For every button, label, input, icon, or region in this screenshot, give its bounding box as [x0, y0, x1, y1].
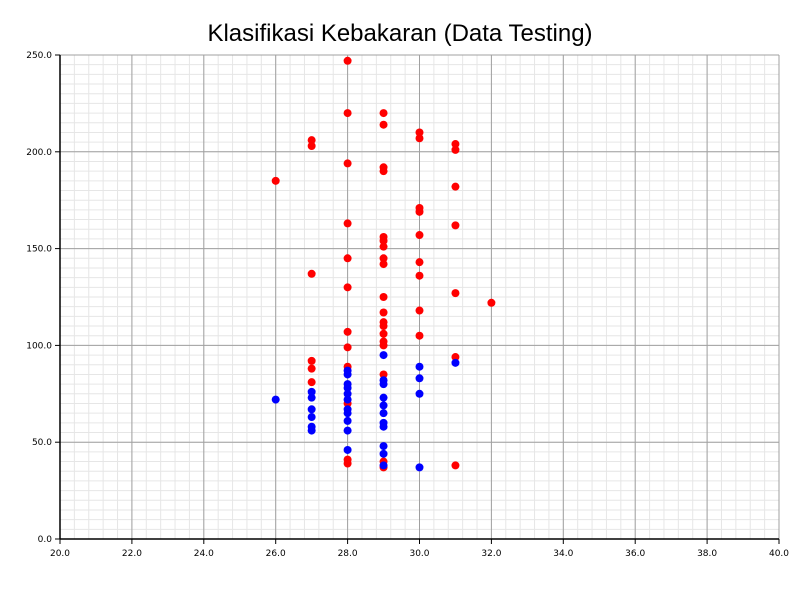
blue-data-point [343, 389, 352, 398]
red-data-point [379, 254, 388, 263]
blue-data-point [379, 449, 388, 458]
x-tick-label: 38.0 [697, 549, 717, 559]
red-data-point [307, 136, 316, 145]
red-data-point [415, 258, 424, 267]
red-data-point [487, 298, 496, 307]
y-tick-label: 200.0 [26, 148, 52, 158]
red-data-point [343, 459, 352, 468]
red-data-point [451, 140, 460, 149]
red-data-point [343, 327, 352, 336]
red-data-point [307, 141, 316, 150]
red-data-point [343, 343, 352, 352]
red-data-point [451, 461, 460, 470]
axes [55, 54, 780, 544]
x-tick-label: 22.0 [122, 549, 142, 559]
y-tick-label: 50.0 [32, 438, 52, 448]
red-data-point [379, 167, 388, 176]
x-tick-label: 34.0 [553, 549, 573, 559]
red-data-point [379, 109, 388, 118]
red-data-point [415, 331, 424, 340]
blue-data-point [343, 395, 352, 404]
blue-data-point [379, 442, 388, 451]
red-data-point [451, 182, 460, 191]
red-data-point [415, 271, 424, 280]
red-data-point [379, 308, 388, 317]
chart-title: Klasifikasi Kebakaran (Data Testing) [207, 20, 593, 47]
red-data-point [307, 378, 316, 387]
red-data-point [307, 269, 316, 278]
blue-data-point [307, 393, 316, 402]
red-data-point [343, 254, 352, 263]
blue-data-point [379, 409, 388, 418]
red-data-point [379, 236, 388, 245]
red-data-point [415, 306, 424, 315]
red-data-point [379, 120, 388, 129]
red-data-point [379, 370, 388, 379]
blue-data-point [343, 445, 352, 454]
blue-data-point [307, 405, 316, 414]
tick-labels: 20.0 22.0 24.0 26.0 28.0 30.0 32.0 34.0 36.0 38.0… [26, 51, 789, 559]
blue-data-point [379, 351, 388, 360]
blue-data-point [379, 380, 388, 389]
red-data-point [271, 176, 280, 185]
red-data-point [343, 159, 352, 168]
red-data-point [451, 221, 460, 230]
blue-data-point [415, 389, 424, 398]
blue-data-point [379, 393, 388, 402]
red-data-point [379, 260, 388, 269]
x-tick-label: 36.0 [625, 549, 645, 559]
x-tick-label: 30.0 [409, 549, 429, 559]
blue-data-point [343, 383, 352, 392]
blue-data-point [415, 362, 424, 371]
y-tick-label: 0.0 [38, 535, 53, 545]
blue-data-point [415, 463, 424, 472]
x-tick-label: 26.0 [266, 549, 286, 559]
x-tick-label: 20.0 [50, 549, 70, 559]
blue-data-point [343, 370, 352, 379]
red-data-point [307, 356, 316, 365]
red-data-point [415, 207, 424, 216]
red-data-point [343, 283, 352, 292]
blue-data-point [271, 395, 280, 404]
y-tick-label: 250.0 [26, 51, 52, 61]
blue-data-point [343, 416, 352, 425]
blue-data-point [307, 413, 316, 422]
red-data-point [379, 341, 388, 350]
blue-data-point [379, 401, 388, 410]
red-data-point [343, 219, 352, 228]
red-data-point [343, 109, 352, 118]
data-points [271, 56, 496, 472]
blue-data-point [379, 422, 388, 431]
x-tick-label: 28.0 [338, 549, 358, 559]
y-tick-label: 100.0 [26, 341, 52, 351]
blue-data-point [415, 374, 424, 383]
red-data-point [379, 242, 388, 251]
red-data-point [415, 134, 424, 143]
red-data-point [379, 322, 388, 331]
red-data-point [307, 364, 316, 373]
red-data-point [379, 329, 388, 338]
blue-data-point [343, 409, 352, 418]
x-tick-label: 40.0 [769, 549, 789, 559]
red-data-point [379, 293, 388, 301]
blue-data-point [307, 426, 316, 435]
red-data-point [415, 128, 424, 137]
red-data-point [451, 353, 460, 362]
y-tick-label: 150.0 [26, 245, 52, 255]
blue-data-point [451, 358, 460, 367]
red-data-point [451, 145, 460, 154]
red-data-point [343, 56, 352, 65]
red-data-point [451, 289, 460, 298]
red-data-point [415, 231, 424, 240]
blue-data-point [379, 461, 388, 470]
blue-data-point [343, 426, 352, 435]
x-tick-label: 32.0 [481, 549, 501, 559]
x-tick-label: 24.0 [194, 549, 214, 559]
blue-data-point [307, 387, 316, 396]
